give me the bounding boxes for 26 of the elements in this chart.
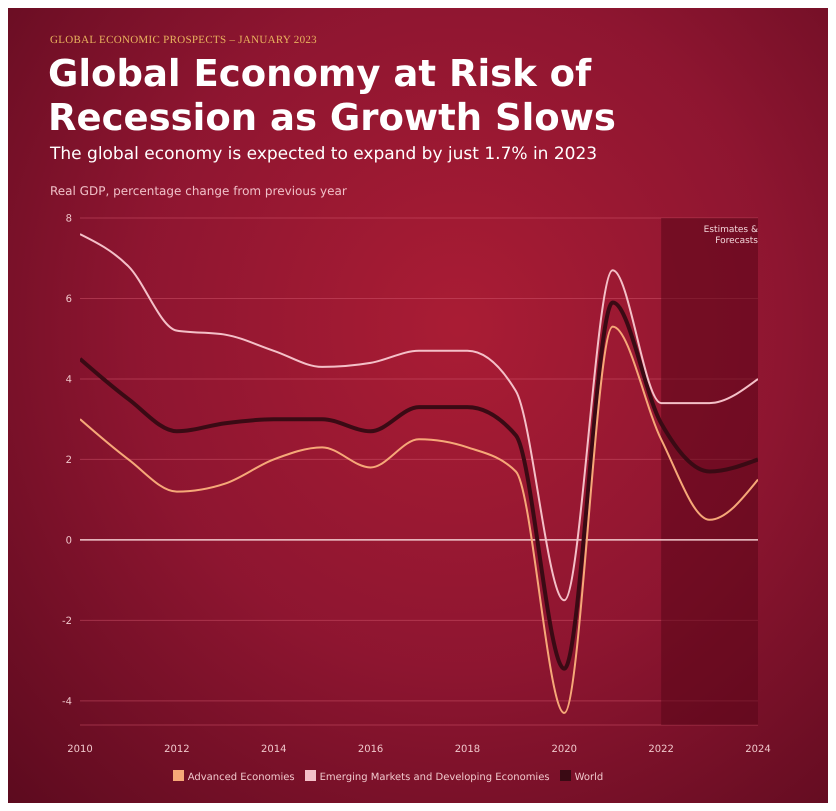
legend-label: World — [574, 772, 604, 783]
x-tick-label: 2016 — [358, 744, 384, 756]
legend-label: Emerging Markets and Developing Economies — [320, 772, 550, 783]
y-tick-label: -2 — [62, 616, 72, 627]
band-label: Estimates & Forecasts — [704, 225, 758, 246]
y-tick-label: 4 — [66, 374, 72, 386]
y-axis-title: Real GDP, percentage change from previous year — [50, 184, 347, 198]
text: GLOBAL ECONOMIC PROSPECTS – JANUARY 2023 — [50, 34, 317, 46]
x-tick-label: 2024 — [745, 744, 771, 756]
y-tick-label: 6 — [66, 294, 72, 306]
y-tick-label: 2 — [66, 454, 72, 466]
x-tick-label: 2012 — [164, 744, 190, 756]
x-tick-label: 2022 — [648, 744, 674, 756]
line-series — [80, 233, 758, 602]
y-tick-label: -4 — [62, 696, 72, 708]
x-tick-label: 2014 — [260, 744, 286, 756]
line-series — [80, 326, 758, 714]
y-tick-label: 0 — [66, 535, 72, 546]
x-tick-label: 2010 — [67, 744, 93, 756]
y-tick-label: 8 — [66, 214, 72, 225]
x-tick-label: 2018 — [454, 744, 480, 756]
legend-label: Advanced Economies — [188, 772, 295, 783]
x-tick-label: 2020 — [552, 744, 578, 756]
chart-title: Global Economy at Risk of Recession as Growth Slows — [48, 52, 617, 140]
chart-subtitle: The global economy is expected to expand by just 1.7% in 2023 — [50, 144, 598, 164]
line-series — [80, 300, 758, 671]
